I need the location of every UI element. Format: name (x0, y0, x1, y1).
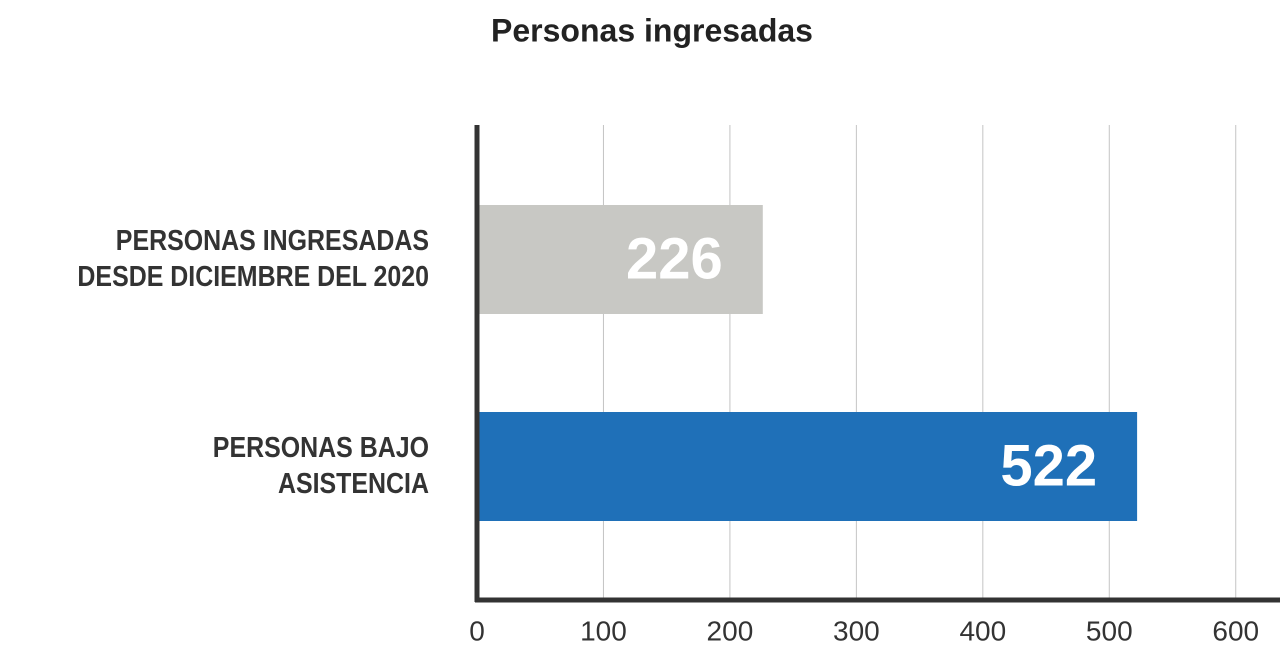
x-tick-label: 500 (1086, 615, 1133, 645)
x-tick-label: 300 (833, 615, 880, 645)
value-label: 226 (626, 226, 723, 291)
value-label: 522 (1000, 433, 1097, 498)
x-tick-label: 600 (1212, 615, 1259, 645)
bar (477, 412, 1138, 521)
x-tick-label: 100 (580, 615, 627, 645)
category-label: PERSONAS BAJO ASISTENCIA (212, 432, 429, 500)
bar (477, 205, 763, 314)
x-tick-label: 200 (707, 615, 754, 645)
category-label: PERSONAS INGRESADAS DESDE DICIEMBRE DEL … (77, 225, 429, 293)
x-tick-label: 0 (469, 615, 485, 645)
chart-title: Personas ingresadas (491, 12, 813, 48)
x-tick-label: 400 (959, 615, 1006, 645)
